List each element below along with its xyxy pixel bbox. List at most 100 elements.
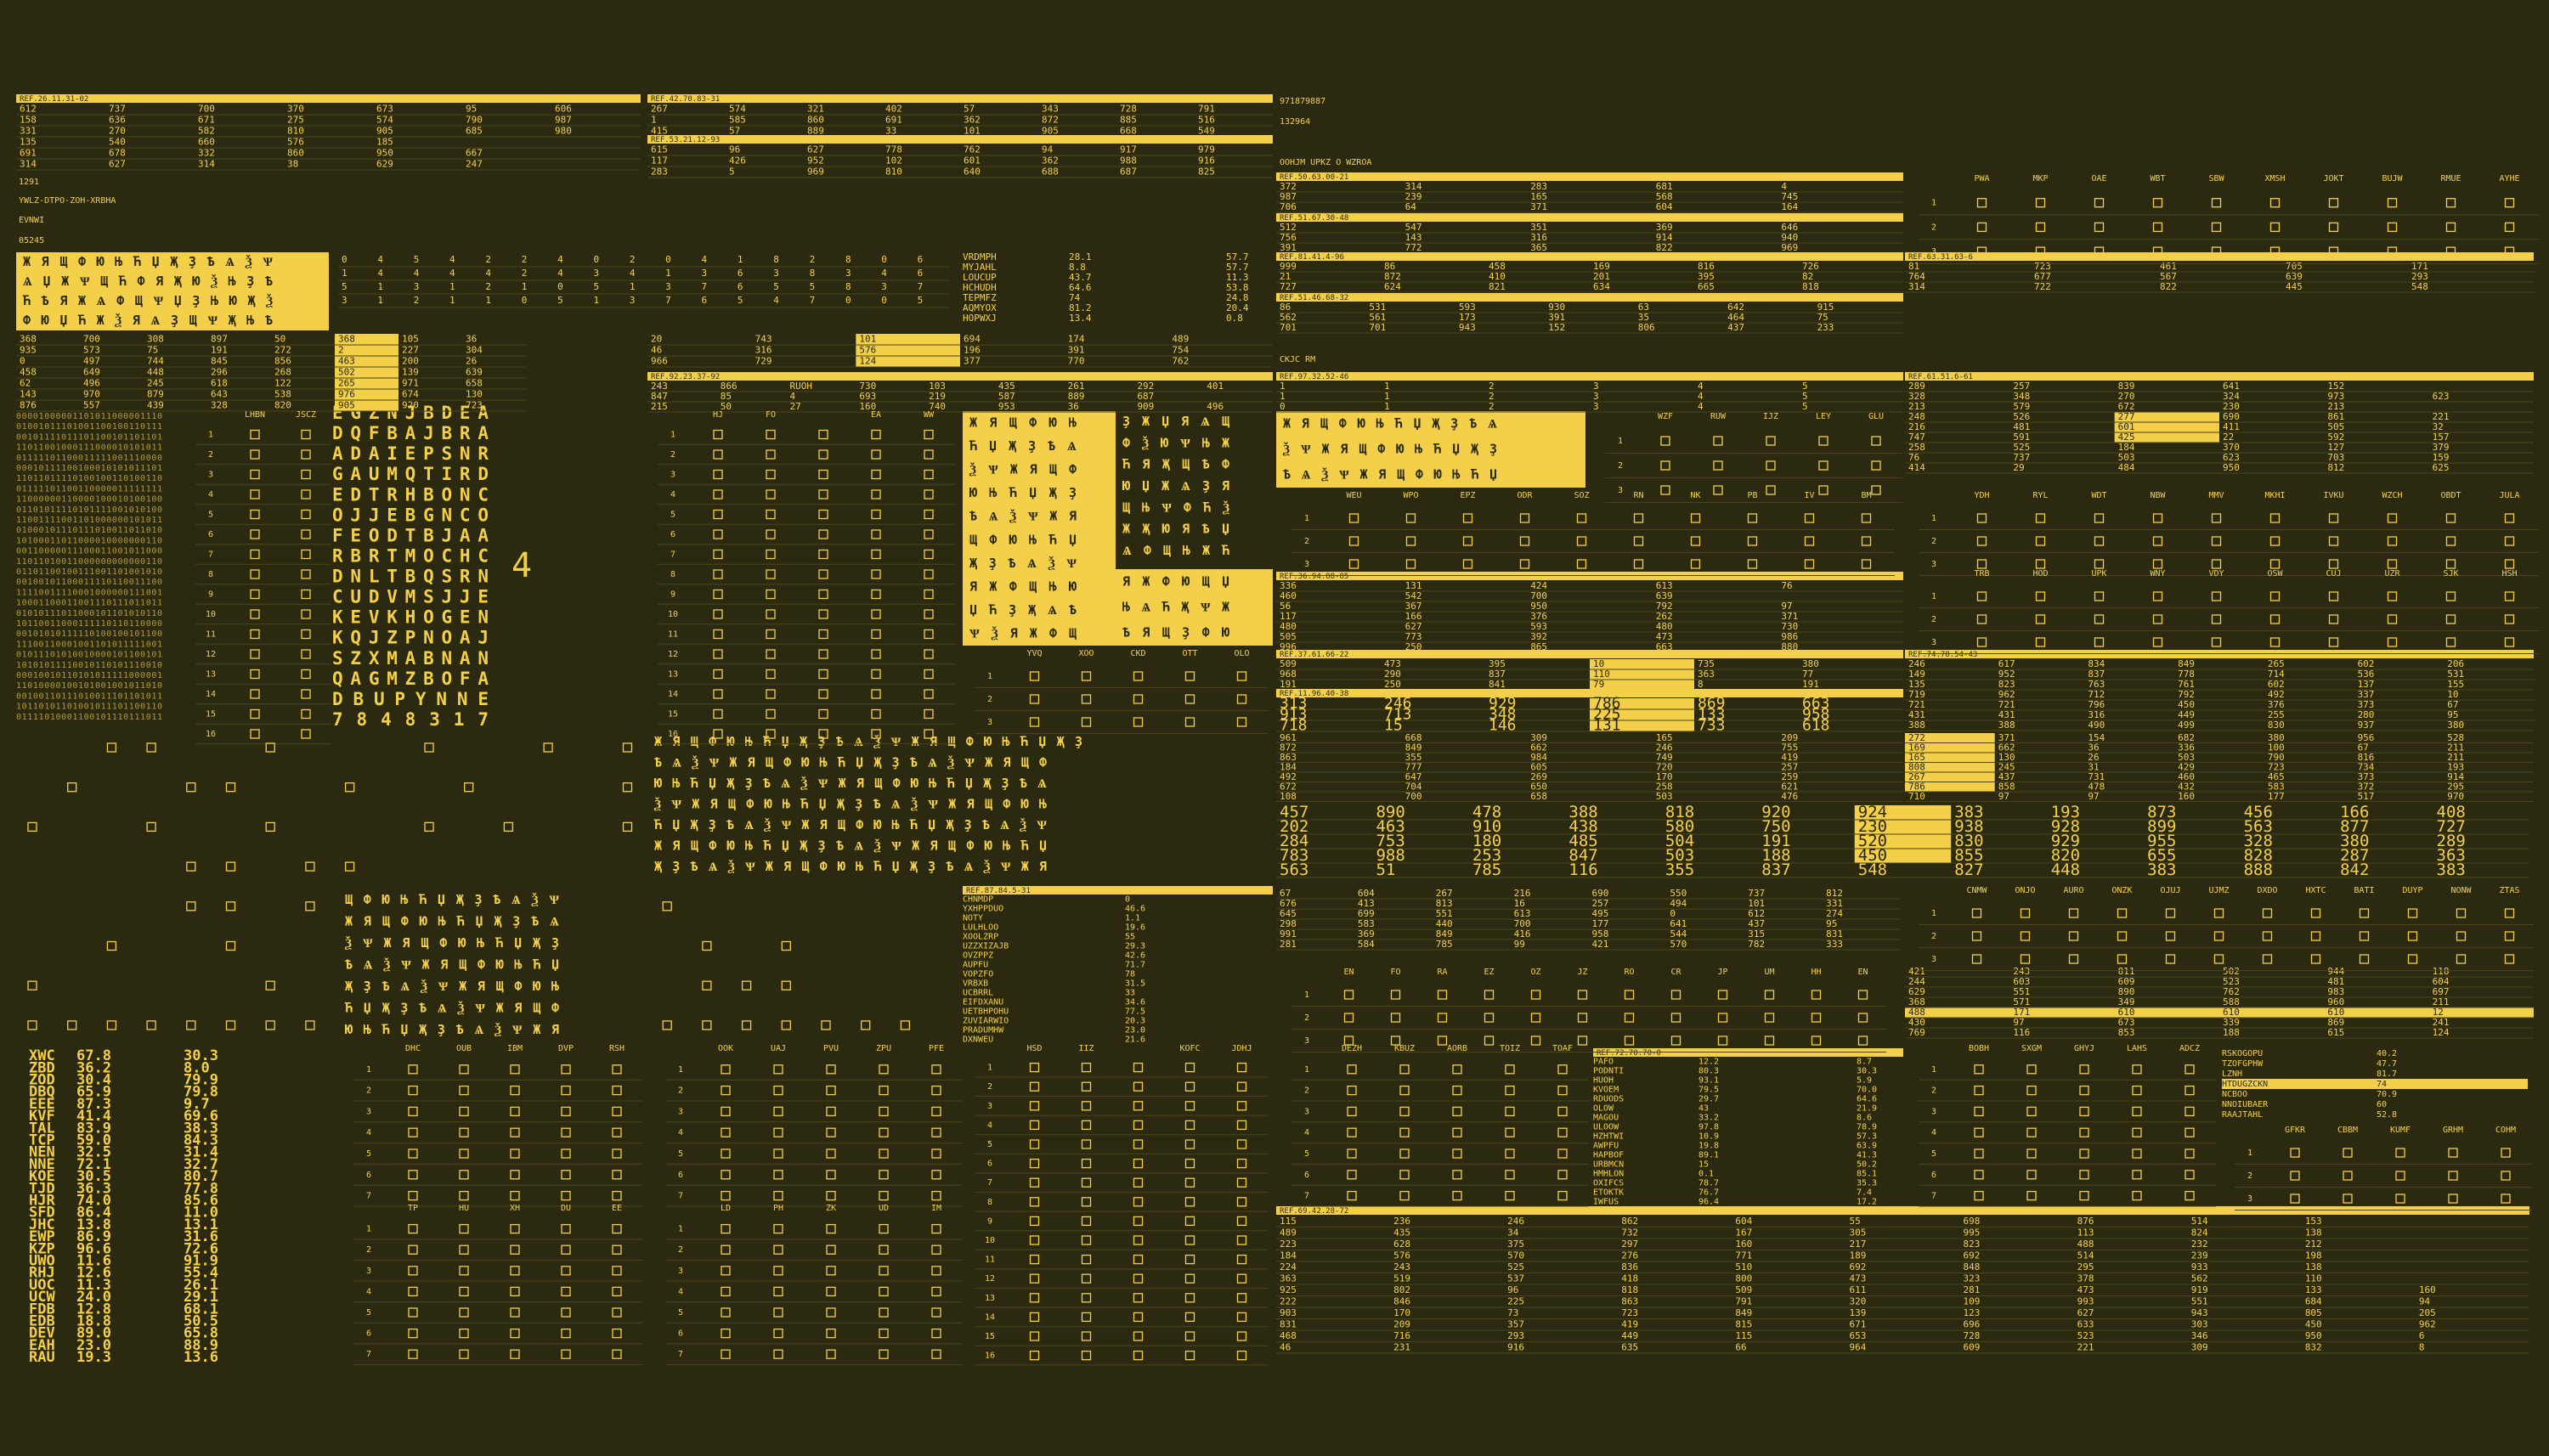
checkbox[interactable] [2184,1064,2195,1075]
checkbox[interactable] [1452,1064,1462,1075]
checkbox[interactable] [612,1328,622,1339]
checkbox[interactable] [612,1106,622,1117]
checkbox[interactable] [1452,1106,1462,1117]
checkbox[interactable] [1184,1254,1195,1265]
checkbox[interactable] [2328,614,2339,624]
checkbox[interactable] [2026,1148,2037,1159]
checkbox[interactable] [1236,1312,1247,1323]
checkbox[interactable] [1974,1064,1984,1075]
checkbox[interactable] [2395,1148,2405,1158]
checkbox[interactable] [408,1244,418,1255]
checkbox[interactable] [766,549,776,560]
checkbox[interactable] [1133,694,1144,704]
checkbox[interactable] [2456,908,2467,918]
checkbox[interactable] [2132,1127,2142,1137]
checkbox[interactable] [408,1148,418,1159]
checkbox[interactable] [1557,1148,1568,1159]
checkbox[interactable] [1974,1127,1984,1137]
checkbox[interactable] [721,1170,731,1180]
checkbox[interactable] [301,609,311,619]
checkbox[interactable] [510,1106,520,1117]
checkbox[interactable] [301,429,311,440]
checkbox[interactable] [1399,1170,1410,1180]
checkbox[interactable] [459,1223,469,1234]
checkbox[interactable] [931,1349,941,1359]
checkbox[interactable] [510,1085,520,1096]
checkbox[interactable] [408,1127,418,1137]
checkbox[interactable] [2152,591,2163,601]
checkbox[interactable] [301,708,311,720]
checkbox[interactable] [2328,637,2339,647]
checkbox[interactable] [1974,1085,1984,1096]
checkbox[interactable] [1804,536,1815,546]
checkbox[interactable] [1976,513,1987,523]
checkbox[interactable] [1747,536,1758,546]
checkbox[interactable] [773,1223,783,1234]
checkbox[interactable] [2328,513,2339,523]
checkbox[interactable] [2152,614,2163,624]
checkbox[interactable] [1577,1013,1588,1023]
checkbox[interactable] [1348,513,1359,523]
checkbox[interactable] [2359,908,2370,918]
checkbox[interactable] [2445,559,2456,569]
checkbox[interactable] [1081,1312,1092,1323]
checkbox[interactable] [250,589,260,600]
checkbox[interactable] [2132,1106,2142,1117]
checkbox[interactable] [1670,1013,1681,1023]
checkbox[interactable] [2328,591,2339,601]
checkbox[interactable] [2501,1171,2511,1181]
checkbox[interactable] [1029,1120,1040,1131]
checkbox[interactable] [1974,1106,1984,1117]
checkbox[interactable] [2269,222,2281,233]
checkbox[interactable] [766,429,776,440]
checkbox[interactable] [1236,1273,1247,1284]
checkbox[interactable] [2079,1170,2089,1180]
checkbox[interactable] [1184,1235,1195,1245]
checkbox[interactable] [2269,559,2281,569]
checkbox[interactable] [510,1190,520,1201]
checkbox[interactable] [301,489,311,499]
checkbox[interactable] [924,649,934,659]
checkbox[interactable] [2152,536,2163,546]
checkbox[interactable] [1577,990,1588,1000]
checkbox[interactable] [773,1170,783,1180]
checkbox[interactable] [826,1286,836,1297]
checkbox[interactable] [459,1244,469,1255]
checkbox[interactable] [2026,1127,2037,1137]
checkbox[interactable] [818,569,828,579]
checkbox[interactable] [1505,1085,1515,1096]
checkbox[interactable] [713,589,723,600]
checkbox[interactable] [1747,559,1758,569]
checkbox[interactable] [721,1244,731,1255]
checkbox[interactable] [2211,198,2222,208]
checkbox[interactable] [2035,222,2046,233]
checkbox[interactable] [2132,1170,2142,1180]
checkbox[interactable] [1343,1013,1354,1023]
checkbox[interactable] [818,629,828,640]
checkbox[interactable] [818,469,828,480]
checkbox[interactable] [879,1328,889,1339]
checkbox[interactable] [1576,513,1587,523]
checkbox[interactable] [1557,1085,1568,1096]
checkbox[interactable] [2269,536,2281,546]
checkbox[interactable] [879,1064,889,1075]
checkbox[interactable] [1764,990,1775,1000]
checkbox[interactable] [1184,1062,1195,1073]
checkbox[interactable] [2068,954,2079,964]
checkbox[interactable] [1747,513,1758,523]
checkbox[interactable] [1974,1148,1984,1159]
checkbox[interactable] [818,609,828,619]
checkbox[interactable] [1557,1064,1568,1075]
checkbox[interactable] [2343,1194,2353,1204]
checkbox[interactable] [2269,246,2281,257]
checkbox[interactable] [871,429,881,440]
checkbox[interactable] [766,449,776,460]
checkbox[interactable] [408,1349,418,1359]
checkbox[interactable] [1519,513,1530,523]
checkbox[interactable] [2395,1171,2405,1181]
checkbox[interactable] [2165,954,2176,964]
checkbox[interactable] [1766,460,1776,471]
checkbox[interactable] [871,509,881,520]
checkbox[interactable] [826,1127,836,1137]
checkbox[interactable] [2152,198,2163,208]
